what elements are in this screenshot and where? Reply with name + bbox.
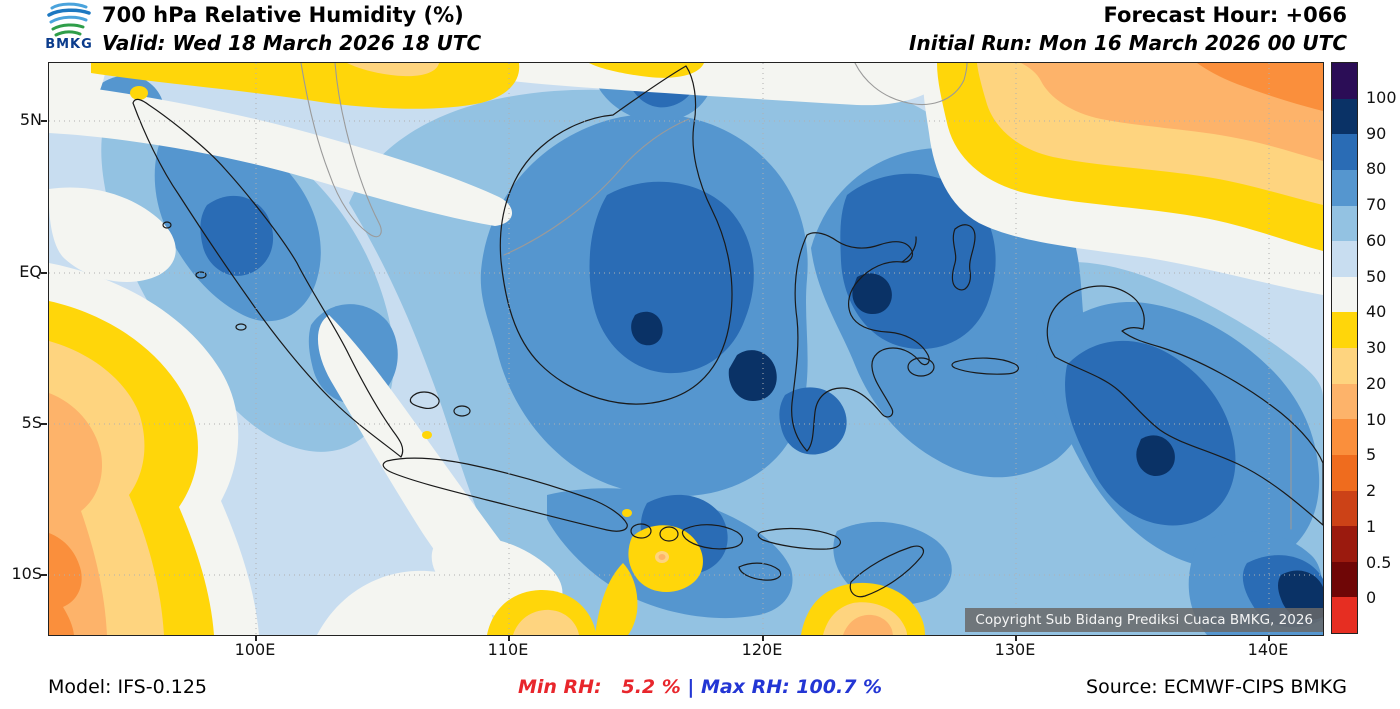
lat-tick-label-10s: 10S: [11, 564, 42, 583]
coastlines: [132, 65, 1323, 598]
lon-tick-label-130e: 130E: [994, 640, 1036, 659]
colorbar-segment: [1332, 63, 1357, 99]
lat-tick-label-eq: EQ: [19, 262, 42, 281]
lat-tick-mark: [41, 272, 47, 274]
gridlines: [49, 63, 1323, 635]
colorbar-label: 10: [1366, 410, 1387, 429]
lat-tick-mark: [41, 120, 47, 122]
humidity-field: [49, 63, 1323, 635]
colorbar-segment: [1332, 383, 1357, 420]
lat-tick-mark: [41, 423, 47, 425]
colorbar-label: 90: [1366, 124, 1387, 143]
minmax-block: Min RH: 5.2 % | Max RH: 100.7 %: [0, 676, 1400, 698]
bmkg-logo-text: BMKG: [45, 37, 93, 52]
colorbar-segment: [1332, 312, 1357, 348]
colorbar-label: 0.5: [1366, 553, 1392, 572]
rh-5-10-layer: [49, 63, 1323, 635]
foreign-borders: [300, 63, 1292, 530]
colorbar-label: 2: [1366, 481, 1377, 500]
colorbar-segment: [1332, 241, 1357, 277]
min-rh-value: Min RH: 5.2 %: [517, 676, 681, 698]
copyright-overlay: Copyright Sub Bidang Prediksi Cuaca BMKG…: [965, 608, 1323, 632]
initial-run: Initial Run: Mon 16 March 2026 00 UTC: [909, 31, 1347, 55]
lon-tick-mark: [762, 635, 764, 641]
bmkg-logo: BMKG: [40, 0, 98, 52]
lon-tick-label-140e: 140E: [1247, 640, 1289, 659]
colorbar-segment: [1332, 98, 1357, 135]
colorbar-segment: [1332, 348, 1357, 384]
colorbar-segment: [1332, 526, 1357, 562]
colorbar-segment: [1332, 205, 1357, 242]
lon-tick-label-120e: 120E: [741, 640, 783, 659]
colorbar-segment: [1332, 490, 1357, 527]
colorbar-segment: [1332, 276, 1357, 313]
map-title: 700 hPa Relative Humidity (%): [102, 3, 464, 27]
lon-tick-label-100e: 100E: [234, 640, 276, 659]
colorbar-label: 0: [1366, 588, 1377, 607]
colorbar-label: 30: [1366, 338, 1387, 357]
colorbar-segment: [1332, 134, 1357, 170]
run-info-block: Forecast Hour: +066 Initial Run: Mon 16 …: [909, 3, 1347, 55]
lat-tick-label-5n: 5N: [19, 110, 42, 129]
max-rh-value: Max RH: 100.7 %: [700, 676, 883, 698]
lon-tick-mark: [1015, 635, 1017, 641]
bmkg-logo-icon: [47, 2, 91, 37]
colorbar-segment: [1332, 169, 1357, 206]
valid-time: Valid: Wed 18 March 2026 18 UTC: [102, 31, 482, 55]
minmax-separator: |: [680, 676, 701, 698]
colorbar-label: 70: [1366, 195, 1387, 214]
colorbar-label: 1: [1366, 517, 1377, 536]
colorbar-label: 5: [1366, 445, 1377, 464]
title-block: 700 hPa Relative Humidity (%) Valid: Wed…: [102, 3, 481, 55]
colorbar-label: 60: [1366, 231, 1387, 250]
forecast-hour: Forecast Hour: +066: [1103, 3, 1347, 27]
colorbar: [1331, 62, 1358, 634]
header: BMKG 700 hPa Relative Humidity (%) Valid…: [0, 0, 1400, 62]
colorbar-label: 50: [1366, 267, 1387, 286]
colorbar-label: 40: [1366, 302, 1387, 321]
rh-90-100-layer: [631, 273, 1323, 621]
colorbar-label: 100: [1366, 88, 1397, 107]
colorbar-segment: [1332, 419, 1357, 455]
lon-tick-mark: [1268, 635, 1270, 641]
model-label: Model: IFS-0.125: [48, 676, 207, 698]
lon-tick-label-110e: 110E: [487, 640, 529, 659]
lon-tick-mark: [255, 635, 257, 641]
lat-tick-label-5s: 5S: [21, 413, 42, 432]
lon-tick-mark: [508, 635, 510, 641]
colorbar-segment: [1332, 454, 1357, 491]
lat-tick-mark: [41, 574, 47, 576]
colorbar-segment: [1332, 597, 1357, 633]
map-canvas: Copyright Sub Bidang Prediksi Cuaca BMKG…: [48, 62, 1324, 636]
footer: Model: IFS-0.125 Min RH: 5.2 % | Max RH:…: [0, 676, 1400, 704]
colorbar-label: 80: [1366, 159, 1387, 178]
colorbar-label: 20: [1366, 374, 1387, 393]
colorbar-segment: [1332, 561, 1357, 598]
source-label: Source: ECMWF-CIPS BMKG: [1086, 676, 1347, 698]
